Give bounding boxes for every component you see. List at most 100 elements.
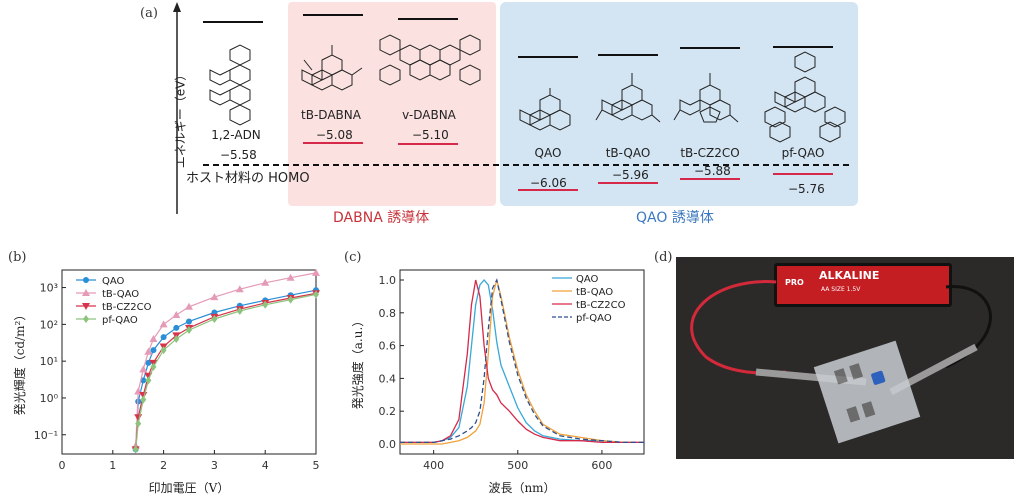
molecule-name-1-2-adn: 1,2-ADN — [211, 128, 261, 142]
x-tick-label: 5 — [313, 459, 320, 472]
y-axis-label: 発光強度（a.u.） — [350, 315, 365, 410]
series-line — [135, 289, 317, 450]
emitting-pixel — [870, 370, 886, 386]
dabna-group-caption: DABNA 誘導体 — [333, 210, 430, 226]
panel-c-label: (c) — [344, 250, 362, 265]
structure-1-2-adn — [209, 44, 251, 126]
molecule-name-tb-cz2co: tB-CZ2CO — [680, 146, 740, 160]
homo-levels — [203, 142, 850, 191]
battery-brand: ALKALINE — [819, 269, 880, 282]
data-point — [186, 326, 192, 335]
y-tick-label: 10⁰ — [40, 392, 59, 405]
lumo-levels — [203, 14, 833, 58]
device-photo: PRO ALKALINE AA SIZE 1.5V — [676, 257, 1014, 459]
panel-b-label: (b) — [8, 250, 27, 265]
molecule-name-v-dabna: v-DABNA — [402, 108, 456, 122]
molecule-name-tb-dabna: tB-DABNA — [301, 108, 361, 122]
x-axis-label: 波長（nm） — [488, 481, 555, 495]
homo-value-tb-cz2co: −5.88 — [694, 164, 731, 178]
data-point — [140, 377, 147, 384]
data-point — [150, 347, 157, 354]
x-axis-label: 印加電圧（V） — [149, 481, 230, 495]
y-tick-label: 0.6 — [379, 340, 397, 353]
x-tick-label: 0 — [59, 459, 66, 472]
x-tick-label: 1 — [109, 459, 116, 472]
legend-marker — [83, 277, 89, 283]
series-QAO — [132, 287, 319, 453]
data-point — [135, 419, 142, 428]
legend-label: QAO — [576, 274, 599, 285]
legend-label: pf-QAO — [102, 315, 138, 326]
data-point — [286, 273, 295, 281]
homo-value-qao: −6.06 — [530, 176, 567, 190]
y-tick-label: 0.4 — [379, 372, 397, 385]
energy-axis — [173, 2, 181, 214]
data-point — [262, 300, 269, 309]
plot-frame — [399, 269, 645, 455]
x-tick-label: 500 — [507, 459, 528, 472]
luminance-voltage-chart: 0 1 2 3 4 5 10⁻¹ 10⁰ 10¹ 10² 10³ 印加電圧（V） 発光輝度（cd/m²）… — [12, 268, 320, 495]
x-tick-label: 600 — [591, 459, 612, 472]
host-homo-label: ホスト材料の HOMO — [186, 171, 310, 186]
data-point — [210, 293, 219, 301]
data-point — [140, 395, 147, 404]
legend-label: tB-QAO — [576, 287, 613, 298]
molecule-name-tb-qao: tB-QAO — [605, 146, 651, 160]
structure-v-dabna — [379, 34, 481, 86]
data-point — [159, 320, 168, 328]
data-point — [132, 445, 139, 454]
panel-d-label: (d) — [654, 250, 673, 265]
x-tick-label: 3 — [211, 459, 218, 472]
y-tick-label: 0.2 — [379, 405, 397, 418]
y-tick-label: 0.0 — [379, 438, 397, 451]
data-point — [149, 335, 158, 343]
data-point — [172, 310, 181, 318]
homo-value-tb-dabna: −5.08 — [316, 128, 353, 142]
y-tick-label: 0.8 — [379, 307, 397, 320]
data-point — [150, 362, 157, 371]
molecule-name-pf-qao: pf-QAO — [781, 146, 825, 160]
structure-qao — [519, 88, 571, 131]
emission-spectrum-chart: 400 500 600 0.0 0.2 0.4 0.6 0.8 1.0 波長（nm） 発光強度（a.… — [350, 269, 645, 495]
homo-value-1-2-adn: −5.58 — [220, 148, 257, 162]
series-tB-CZ2CO — [131, 290, 320, 454]
data-point — [160, 334, 167, 341]
data-point — [287, 295, 294, 304]
y-tick-label: 10³ — [40, 282, 58, 295]
series-pf-QAO — [132, 290, 319, 454]
legend-label: pf-QAO — [576, 313, 612, 324]
y-tick-label: 10¹ — [40, 355, 58, 368]
data-point — [186, 318, 192, 325]
legend-label: QAO — [102, 276, 125, 287]
data-point — [236, 307, 243, 316]
y-tick-label: 10⁻¹ — [34, 429, 58, 442]
legend-label: tB-CZ2CO — [102, 302, 152, 313]
data-point — [312, 268, 320, 276]
series-line-pf-QAO — [400, 278, 644, 444]
panel-a: (a) エネルギー（eV） — [0, 0, 1024, 235]
data-point — [144, 347, 153, 355]
data-point — [235, 285, 244, 293]
data-point — [313, 290, 319, 299]
structure-tb-dabna — [301, 45, 363, 91]
legend-label: tB-CZ2CO — [576, 300, 626, 311]
data-point — [145, 359, 152, 366]
data-point — [160, 346, 167, 355]
homo-value-v-dabna: −5.10 — [412, 128, 449, 142]
panel-a-label: (a) — [140, 6, 158, 21]
series-line-QAO — [400, 279, 644, 444]
battery: PRO ALKALINE AA SIZE 1.5V — [774, 263, 952, 307]
homo-value-tb-qao: −5.96 — [612, 168, 649, 182]
legend-marker — [82, 303, 90, 310]
y-tick-label: 1.0 — [379, 274, 397, 287]
molecule-name-qao: QAO — [534, 146, 562, 160]
x-tick-label: 2 — [160, 459, 167, 472]
data-point — [185, 302, 193, 310]
data-point — [145, 376, 152, 385]
series-line-tB-QAO — [400, 279, 644, 445]
legend-label: tB-QAO — [102, 289, 139, 300]
structure-pf-qao — [764, 51, 846, 143]
plot-frame — [61, 269, 317, 455]
y-axis-label: 発光輝度（cd/m²） — [12, 309, 27, 416]
x-tick-label: 4 — [262, 459, 269, 472]
